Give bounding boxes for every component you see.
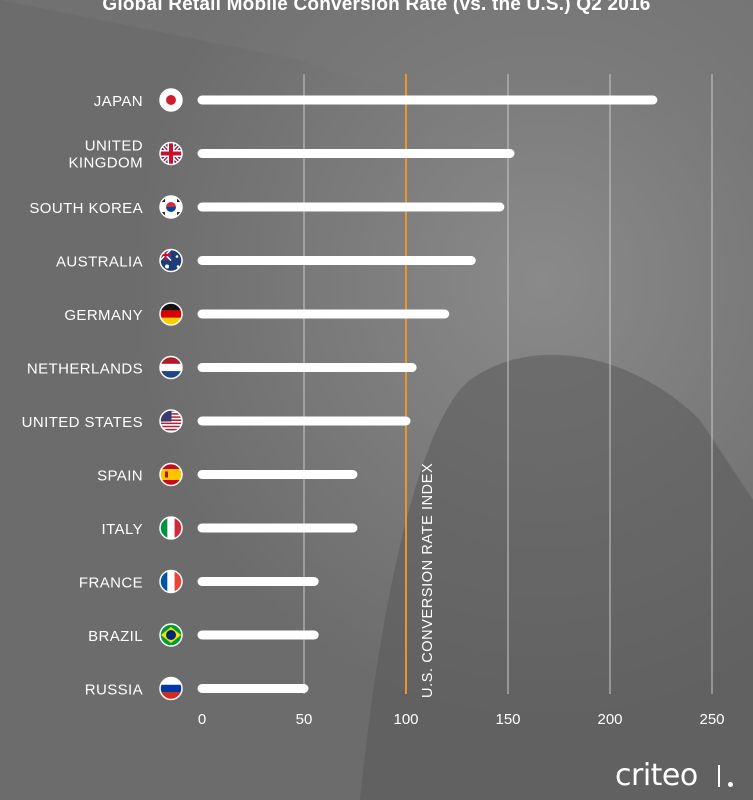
x-tick-label: 250: [699, 711, 724, 728]
australia-flag-icon: [159, 248, 183, 273]
category-label: NETHERLANDS: [27, 361, 143, 378]
category-label: ITALY: [102, 521, 143, 538]
category-label: FRANCE: [79, 575, 143, 592]
category-label: AUSTRALIA: [56, 254, 143, 271]
x-tick-label: 50: [296, 711, 313, 728]
category-label: UNITED STATES: [22, 414, 143, 431]
germany-flag-icon: [159, 302, 183, 326]
category-label: GERMANY: [64, 307, 143, 324]
japan-flag-icon: [159, 88, 183, 112]
category-label: SOUTH KOREA: [29, 200, 143, 217]
france-flag-icon: [159, 569, 183, 594]
criteo-logo: criteo: [615, 758, 698, 793]
x-tick-label: 200: [597, 711, 622, 728]
uk-flag-icon: [159, 141, 183, 166]
netherlands-flag-icon: [159, 355, 183, 380]
russia-flag-icon: [159, 676, 183, 701]
category-label: RUSSIA: [85, 682, 143, 699]
chart-title: Global Retail Mobile Conversion Rate (vs…: [102, 0, 651, 15]
italy-flag-icon: [159, 516, 183, 540]
south-korea-flag-icon: [159, 195, 183, 219]
category-label: SPAIN: [97, 468, 143, 485]
x-tick-label: 0: [198, 711, 206, 728]
category-label: UNITED KINGDOM: [69, 138, 143, 172]
x-tick-label: 100: [393, 711, 418, 728]
category-label: BRAZIL: [88, 628, 143, 645]
spain-flag-icon: [159, 462, 183, 487]
logo-dot-mark: [728, 782, 733, 787]
reference-line-label: U.S. CONVERSION RATE INDEX: [420, 463, 436, 698]
us-flag-icon: [159, 409, 183, 433]
x-tick-label: 150: [495, 711, 520, 728]
category-label: JAPAN: [94, 93, 143, 110]
brazil-flag-icon: [159, 623, 183, 647]
logo-bar-mark: [718, 765, 720, 787]
